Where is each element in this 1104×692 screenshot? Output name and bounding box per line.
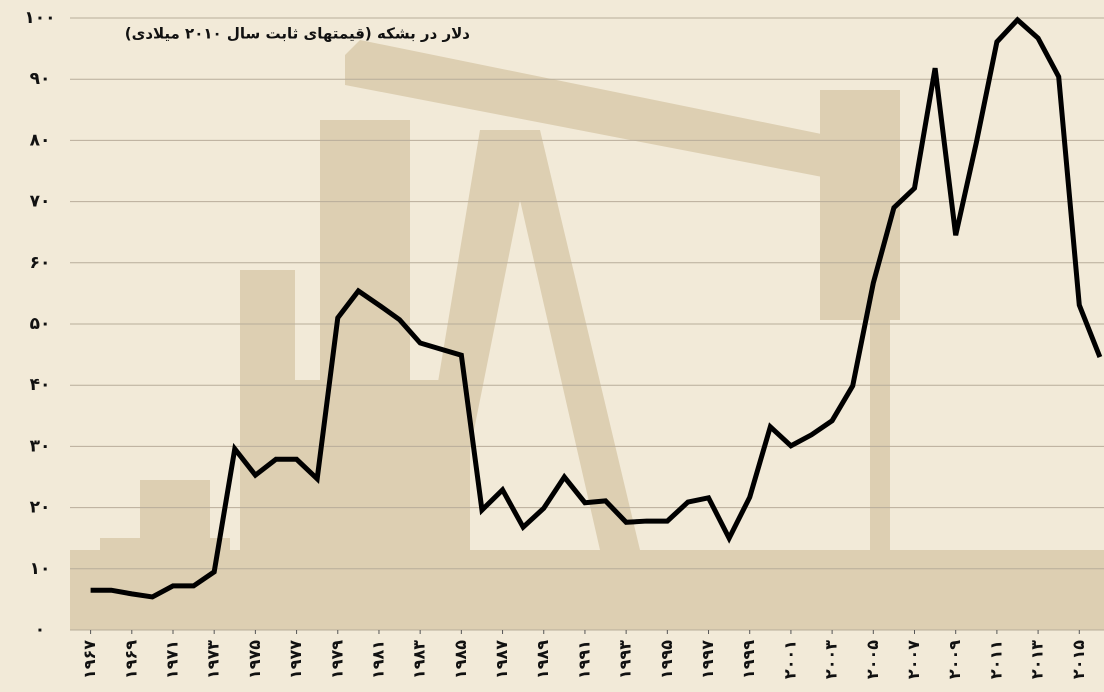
x-tick-label: ۲۰۰۳ <box>822 640 841 679</box>
y-tick-label: ۷۰ <box>30 192 51 212</box>
x-tick-label: ۲۰۰۱ <box>780 640 799 679</box>
y-tick-label: ۸۰ <box>30 130 51 150</box>
x-tick-label: ۱۹۸۳ <box>410 640 429 679</box>
x-tick-label: ۱۹۷۵ <box>245 640 264 679</box>
x-tick-label: ۱۹۸۱ <box>368 640 387 679</box>
y-tick-label: ۹۰ <box>30 69 51 89</box>
x-tick-label: ۱۹۹۵ <box>657 640 676 679</box>
y-tick-label: ۵۰ <box>30 314 51 334</box>
x-tick-label: ۱۹۷۱ <box>162 640 181 679</box>
x-tick-label: ۱۹۸۹ <box>533 640 552 679</box>
y-tick-label: ۴۰ <box>30 375 51 395</box>
y-tick-label: ۱۰۰ <box>24 8 55 28</box>
x-tick-label: ۲۰۰۹ <box>945 640 964 679</box>
x-tick-label: ۲۰۱۱ <box>986 640 1005 679</box>
x-tick-label: ۱۹۶۹ <box>121 640 140 679</box>
x-tick-label: ۲۰۰۵ <box>863 640 882 679</box>
x-tick-label: ۱۹۸۵ <box>451 640 470 679</box>
x-tick-label: ۲۰۱۳ <box>1028 640 1047 679</box>
y-tick-label: ۳۰ <box>30 436 51 456</box>
x-tick-label: ۱۹۷۹ <box>327 640 346 679</box>
y-tick-label: ۱۰ <box>30 559 51 579</box>
x-tick-label: ۱۹۷۷ <box>286 640 305 679</box>
x-tick-label: ۱۹۷۳ <box>204 640 223 679</box>
x-tick-label: ۱۹۹۷ <box>698 640 717 679</box>
y-tick-label: ۶۰ <box>30 253 51 273</box>
x-tick-label: ۱۹۸۷ <box>492 640 511 679</box>
x-tick-label: ۲۰۱۵ <box>1069 640 1088 679</box>
x-tick-label: ۲۰۰۷ <box>904 640 923 679</box>
y-tick-label: ۰ <box>35 620 45 640</box>
y-tick-label: ۲۰ <box>30 498 51 518</box>
x-tick-label: ۱۹۹۹ <box>739 640 758 679</box>
x-tick-label: ۱۹۹۱ <box>574 640 593 679</box>
chart-title: دلار در بشکه (قیمتهای ثابت سال ۲۰۱۰ میلا… <box>125 25 471 43</box>
x-tick-label: ۱۹۹۳ <box>616 640 635 679</box>
chart: دلار در بشکه (قیمتهای ثابت سال ۲۰۱۰ میلا… <box>0 0 1104 692</box>
x-tick-label: ۱۹۶۷ <box>80 640 99 679</box>
